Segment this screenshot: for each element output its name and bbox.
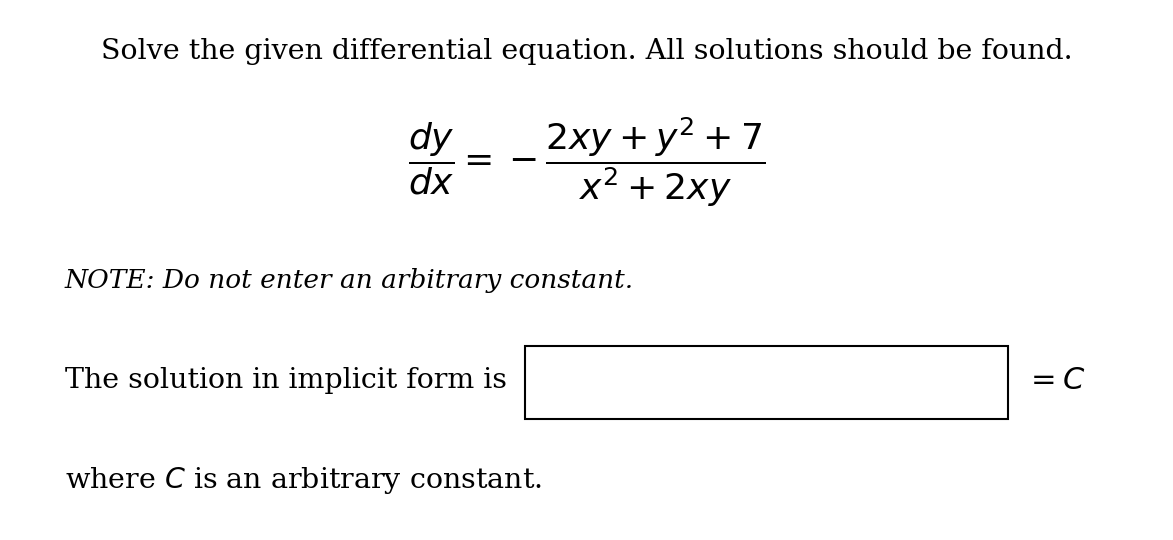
Text: NOTE: Do not enter an arbitrary constant.: NOTE: Do not enter an arbitrary constant… (65, 268, 633, 293)
Text: where $C$ is an arbitrary constant.: where $C$ is an arbitrary constant. (65, 465, 542, 496)
Text: Solve the given differential equation. All solutions should be found.: Solve the given differential equation. A… (101, 38, 1072, 65)
FancyBboxPatch shape (526, 346, 1009, 418)
Text: $= C$: $= C$ (1025, 365, 1086, 396)
Text: The solution in implicit form is: The solution in implicit form is (65, 367, 507, 394)
Text: $\dfrac{dy}{dx} = -\dfrac{2xy + y^2 + 7}{x^2 + 2xy}$: $\dfrac{dy}{dx} = -\dfrac{2xy + y^2 + 7}… (408, 115, 765, 209)
